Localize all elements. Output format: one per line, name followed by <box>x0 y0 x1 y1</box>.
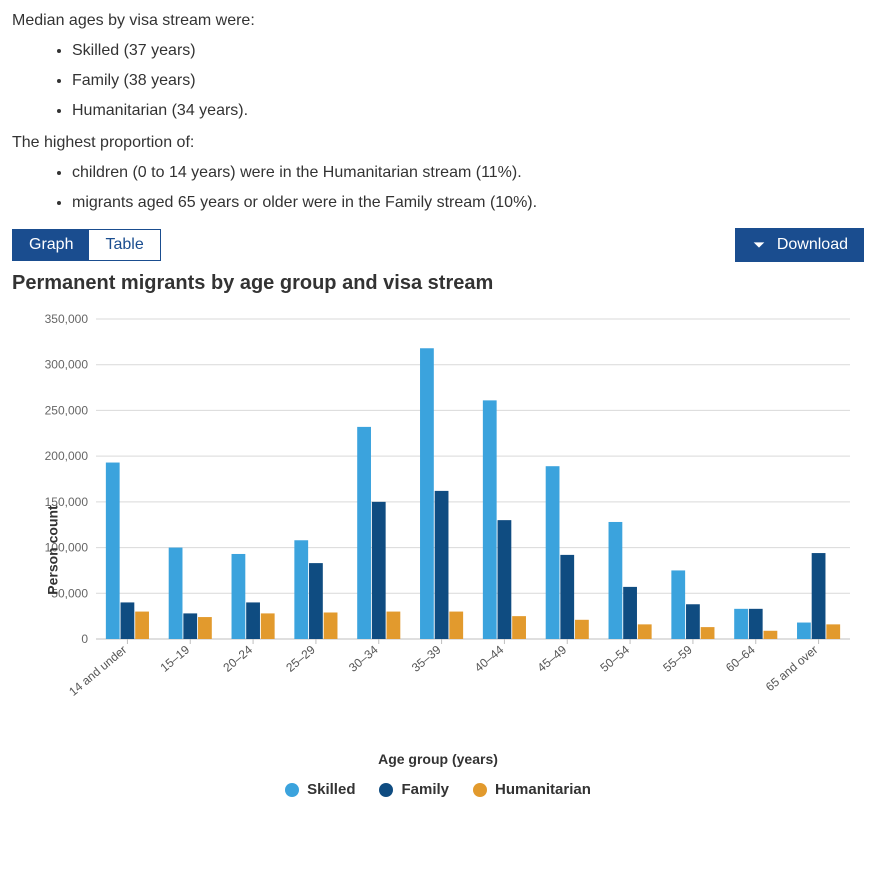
tab-table[interactable]: Table <box>89 230 159 260</box>
y-axis-label: Person count <box>45 505 61 594</box>
list-item: migrants aged 65 years or older were in … <box>72 194 864 212</box>
bar <box>671 570 685 639</box>
legend-swatch <box>473 783 487 797</box>
download-label: Download <box>777 236 848 254</box>
bar <box>106 463 120 639</box>
svg-text:45–49: 45–49 <box>535 642 570 674</box>
svg-text:65 and over: 65 and over <box>763 643 821 694</box>
svg-text:40–44: 40–44 <box>472 642 507 674</box>
bar <box>797 623 811 639</box>
svg-text:25–29: 25–29 <box>283 642 318 674</box>
bar <box>623 587 637 639</box>
bar <box>435 491 449 639</box>
bar <box>749 609 763 639</box>
intro-heading-1: Median ages by visa stream were: <box>12 12 864 30</box>
bar <box>324 612 338 639</box>
legend-item: Family <box>379 781 449 798</box>
svg-text:35–39: 35–39 <box>409 642 444 674</box>
tab-group: Graph Table <box>12 229 161 261</box>
bar <box>483 400 497 639</box>
svg-text:60–64: 60–64 <box>723 642 758 674</box>
bar-chart-svg: 050,000100,000150,000200,000250,000300,0… <box>12 301 864 703</box>
bar <box>169 548 183 639</box>
legend-label: Humanitarian <box>495 781 591 798</box>
list-item: Family (38 years) <box>72 72 864 90</box>
controls-row: Graph Table Download <box>12 228 864 262</box>
list-item: children (0 to 14 years) were in the Hum… <box>72 164 864 182</box>
chart-title: Permanent migrants by age group and visa… <box>12 272 864 295</box>
list-item: Skilled (37 years) <box>72 42 864 60</box>
bar <box>135 612 149 639</box>
svg-text:350,000: 350,000 <box>45 312 89 326</box>
bar <box>198 617 212 639</box>
bar <box>232 554 246 639</box>
x-axis-label: Age group (years) <box>12 751 864 767</box>
svg-text:300,000: 300,000 <box>45 358 89 372</box>
legend-label: Family <box>401 781 449 798</box>
svg-text:0: 0 <box>81 632 88 646</box>
bar <box>575 620 589 639</box>
bar <box>826 624 840 639</box>
chevron-down-icon <box>751 237 767 253</box>
bar <box>734 609 748 639</box>
legend-item: Skilled <box>285 781 355 798</box>
median-age-list: Skilled (37 years) Family (38 years) Hum… <box>12 42 864 120</box>
bar <box>546 466 560 639</box>
tab-graph[interactable]: Graph <box>13 230 89 260</box>
list-item: Humanitarian (34 years). <box>72 102 864 120</box>
bar <box>183 613 197 639</box>
legend-swatch <box>379 783 393 797</box>
bar <box>686 604 700 639</box>
bar <box>246 602 260 639</box>
bar <box>701 627 715 639</box>
bar <box>638 624 652 639</box>
svg-text:14 and under: 14 and under <box>66 643 129 699</box>
bar <box>764 631 778 639</box>
svg-text:50–54: 50–54 <box>597 642 632 674</box>
bar <box>812 553 826 639</box>
bar <box>609 522 623 639</box>
bar <box>372 502 386 639</box>
legend: Skilled Family Humanitarian <box>12 781 864 798</box>
legend-swatch <box>285 783 299 797</box>
bar <box>387 612 401 639</box>
intro-heading-2: The highest proportion of: <box>12 134 864 152</box>
chart-container: Person count 050,000100,000150,000200,00… <box>12 301 864 798</box>
svg-text:20–24: 20–24 <box>220 642 255 674</box>
bar <box>261 613 275 639</box>
bar <box>121 602 135 639</box>
download-button[interactable]: Download <box>735 228 864 262</box>
bar <box>560 555 574 639</box>
svg-text:250,000: 250,000 <box>45 403 89 417</box>
svg-text:15–19: 15–19 <box>158 642 193 674</box>
proportion-list: children (0 to 14 years) were in the Hum… <box>12 164 864 212</box>
bar <box>498 520 512 639</box>
svg-text:30–34: 30–34 <box>346 642 381 674</box>
svg-text:55–59: 55–59 <box>660 642 695 674</box>
bar <box>309 563 323 639</box>
bar <box>512 616 526 639</box>
legend-item: Humanitarian <box>473 781 591 798</box>
bar <box>357 427 371 639</box>
svg-text:200,000: 200,000 <box>45 449 89 463</box>
bar <box>294 540 308 639</box>
bar <box>449 612 463 639</box>
legend-label: Skilled <box>307 781 355 798</box>
bar <box>420 348 434 639</box>
